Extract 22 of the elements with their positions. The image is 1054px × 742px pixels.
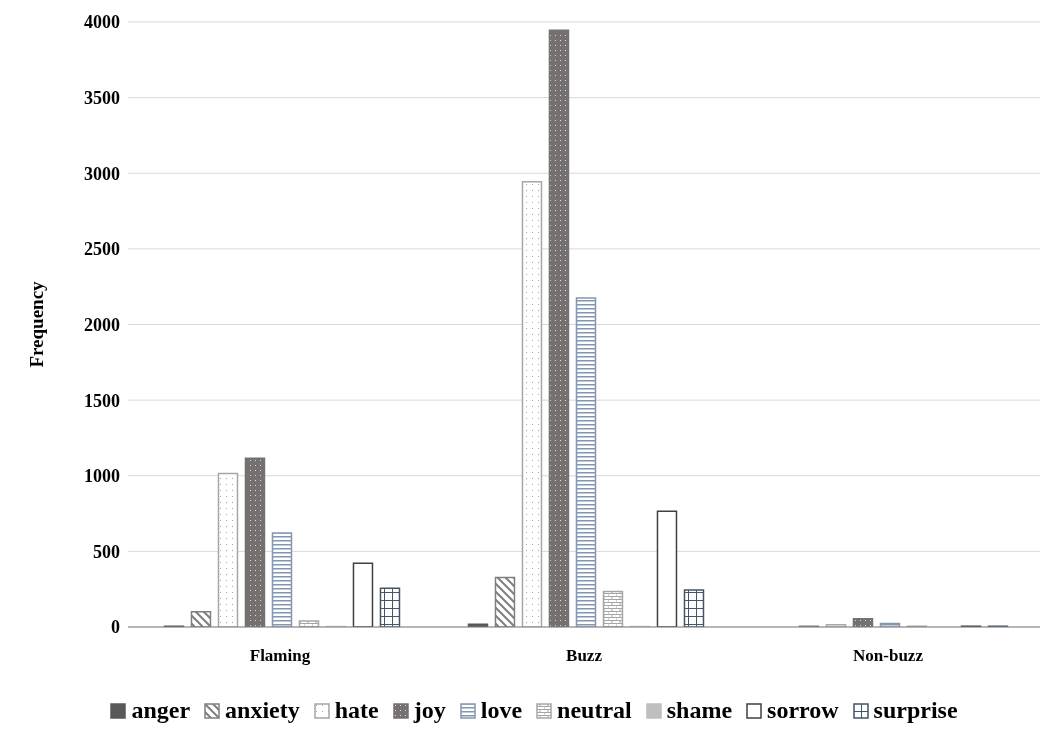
y-tick-label: 4000 — [84, 12, 120, 33]
legend-label: sorrow — [767, 697, 839, 724]
y-tick-label: 1500 — [84, 390, 120, 411]
legend-label: love — [480, 697, 523, 724]
y-tick-label: 3000 — [84, 163, 120, 184]
y-tick-label: 3500 — [84, 88, 120, 109]
legend-label: anxiety — [225, 697, 300, 724]
legend-label: neutral — [557, 697, 632, 724]
legend-label: anger — [131, 697, 191, 724]
x-tick-label: Buzz — [566, 646, 603, 666]
y-tick-label: 2000 — [84, 314, 120, 335]
legend-label: joy — [413, 697, 446, 724]
x-tick-label: Flaming — [249, 646, 311, 666]
y-tick-label: 500 — [93, 541, 120, 562]
y-tick-label: 0 — [111, 617, 120, 638]
legend-label: hate — [334, 697, 379, 724]
legend-label: surprise — [873, 697, 958, 724]
y-tick-label: 2500 — [84, 239, 120, 260]
x-tick-label: Non-buzz — [853, 646, 924, 666]
y-axis-title: Frequency — [25, 280, 47, 368]
legend-label: shame — [666, 697, 733, 724]
y-tick-label: 1000 — [84, 466, 120, 487]
